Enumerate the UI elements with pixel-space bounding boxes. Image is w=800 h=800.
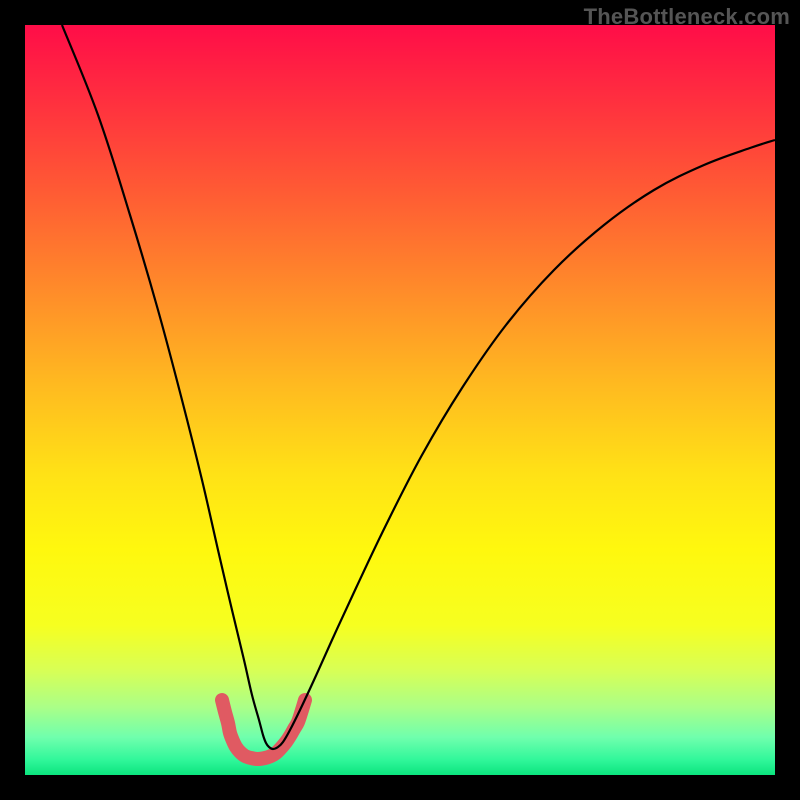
watermark-text: TheBottleneck.com	[584, 4, 790, 30]
plot-background	[25, 25, 775, 775]
chart-frame: TheBottleneck.com	[0, 0, 800, 800]
bottleneck-chart	[0, 0, 800, 800]
